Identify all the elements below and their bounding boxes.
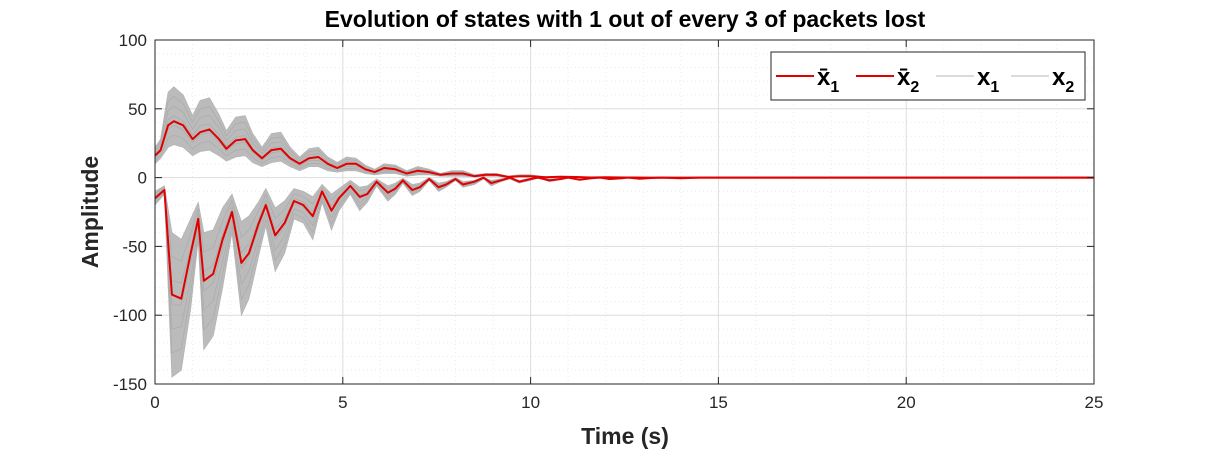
legend-label: x2 — [1052, 64, 1074, 96]
x-tick-label: 5 — [338, 393, 347, 412]
x-tick-label: 15 — [709, 393, 728, 412]
x-tick-label: 0 — [150, 393, 159, 412]
plot-frame — [154, 39, 1095, 385]
y-tick-labels: -150 -100 -50 0 50 100 — [113, 31, 147, 394]
axis-ticks — [154, 39, 1095, 385]
y-tick-label: 100 — [119, 31, 147, 50]
legend: x̄1 x̄2 x1 x2 — [770, 51, 1086, 101]
y-tick-label: -150 — [113, 375, 147, 394]
x-tick-label: 25 — [1085, 393, 1104, 412]
x-axis-label: Time (s) — [581, 423, 669, 449]
y-tick-label: 0 — [138, 169, 147, 188]
y-tick-label: -50 — [122, 237, 147, 256]
series-line-mean-1 — [154, 176, 1094, 300]
mean-series-lines — [154, 120, 1094, 300]
legend-label: x1 — [977, 64, 999, 96]
x-tick-label: 20 — [897, 393, 916, 412]
y-tick-label: -100 — [113, 306, 147, 325]
y-axis-label: Amplitude — [77, 156, 103, 268]
series-line-mean-2 — [154, 120, 1094, 179]
y-tick-label: 50 — [128, 100, 147, 119]
x-tick-label: 10 — [521, 393, 540, 412]
x-tick-labels: 0 5 10 15 20 25 — [150, 393, 1103, 412]
chart-title: Evolution of states with 1 out of every … — [325, 6, 926, 32]
legend-label: x̄1 — [817, 64, 839, 96]
legend-label: x̄2 — [897, 64, 919, 96]
